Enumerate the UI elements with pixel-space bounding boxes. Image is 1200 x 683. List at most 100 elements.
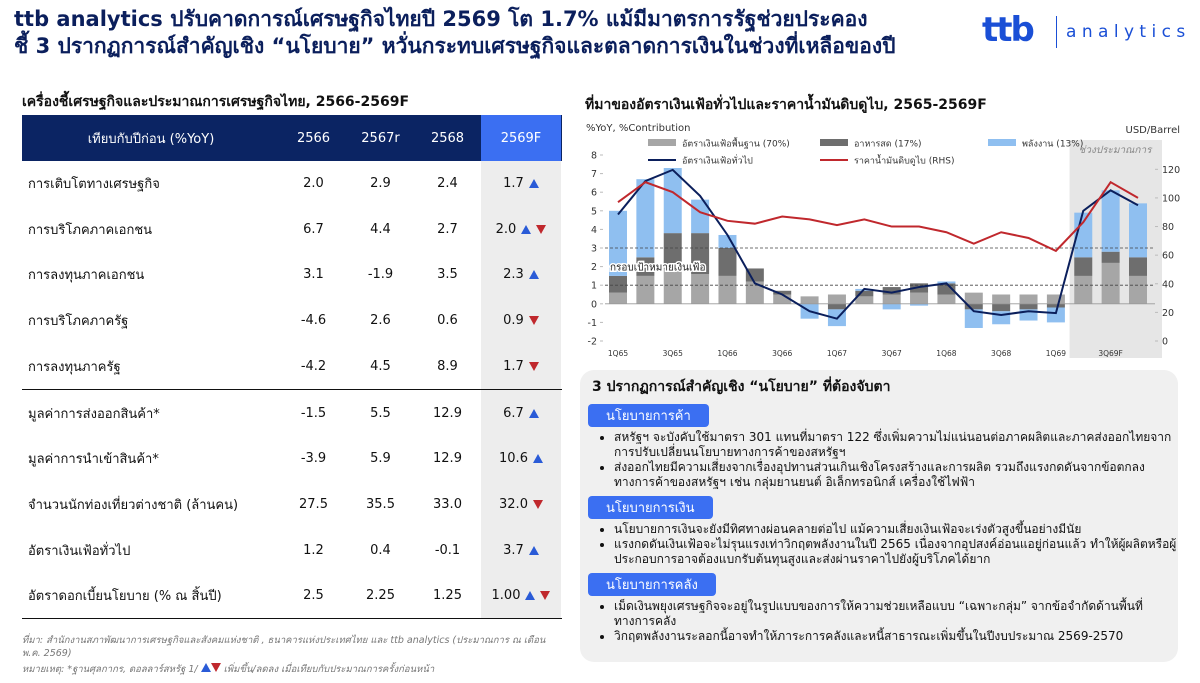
bar [1101,262,1120,304]
legend-label: อาหารสด (17%) [854,140,922,150]
y-tick-label: 1 [591,281,597,292]
forecast-cell: 0.9 [481,297,561,344]
arrow-down [528,361,539,371]
bar [827,294,846,304]
row-label: จำนวนนักท่องเที่ยวต่างชาติ (ล้านคน) [28,497,239,513]
forecast-cell: 3.7 [481,527,561,573]
bar [745,268,764,282]
legend-swatch [820,139,848,146]
bar [1046,307,1065,323]
y-tick-label: 0 [591,299,597,310]
bar [992,303,1011,312]
arrow-up [528,270,539,280]
bar [718,248,737,276]
legend-label: พลังงาน (13%) [1022,140,1083,150]
bar [1019,309,1038,321]
bar [882,287,901,295]
arrow-up [532,454,543,464]
x-tick-label: 3Q68 [991,349,1011,358]
x-tick-label: 1Q65 [608,349,628,358]
logo-divider [1056,16,1057,48]
x-tick-label: 1Q66 [717,349,737,358]
table-row: การบริโภคภาคเอกชน 6.7 4.4 2.7 2.0 [22,206,562,253]
forecast-cell: 32.0 [481,481,561,528]
cell-value: 12.9 [433,451,462,467]
bar [855,296,874,304]
bar [609,210,627,276]
bar [636,275,655,304]
cell-value: 4.5 [370,358,391,374]
cell-value: 2.0 [303,176,324,192]
table-row: การบริโภคภาครัฐ -4.6 2.6 0.6 0.9 [22,297,562,344]
cell-value: 2.25 [366,588,395,604]
row-label: มูลค่าการนำเข้าสินค้า* [28,452,159,468]
bar [1074,275,1093,304]
table-bottom-line [22,618,562,620]
target-label: กรอบเป้าหมายเงินเฟ้อ [610,262,705,274]
y2-tick-label: 0 [1162,337,1168,348]
bar [1046,294,1065,304]
bar [882,303,901,310]
forecast-cell: 1.7 [481,343,561,389]
bar [1129,275,1147,304]
arrow-down [532,499,543,509]
logo-brand: ttb [982,10,1035,50]
header-cell: 2567r [361,130,400,146]
bar [964,303,983,310]
arrow-down [540,591,551,601]
cell-value: 27.5 [299,496,328,512]
cell-value: 3.7 [503,542,524,558]
forecast-cell: 10.6 [481,436,561,482]
x-tick-label: 3Q66 [772,349,792,358]
bullet: นโยบายการเงินจะยังมีทิศทางผ่อนคลายต่อไป … [614,522,1178,537]
source: ที่มา: สำนักงานสภาพัฒนาการเศรษฐกิจและสัง… [22,635,546,659]
bullet: ส่งออกไทยมีความเสี่ยงจากเรื่องอุปทานส่วน… [614,460,1178,490]
bar [636,257,655,276]
table-row: มูลค่าการส่งออกสินค้า* -1.5 5.5 12.9 6.7 [22,390,562,437]
arrow-up [521,224,532,234]
cell-value: -0.1 [434,542,461,558]
policy-panel: 3 ปรากฏการณ์สำคัญเชิง “นโยบาย” ที่ต้องจั… [580,370,1178,662]
bar [1101,190,1120,252]
arrow-up [525,591,536,601]
header-cell: เทียบกับปีก่อน (%YoY) [87,131,215,147]
forecast-cell: 6.7 [481,390,561,437]
cell-value: 5.9 [370,451,391,467]
arrow-up [528,179,539,189]
row-label: อัตราดอกเบี้ยนโยบาย (% ณ สิ้นปี) [28,589,222,605]
arrow-up [200,663,211,672]
cell-value: 32.0 [499,496,528,512]
table: เทียบกับปีก่อน (%YoY) 2566 2567r 2568 2569F ก… [22,115,562,620]
bar [663,168,682,234]
title-line: ttb analytics ปรับคาดการณ์เศรษฐกิจไทยปี … [14,7,868,31]
y2-tick-label: 40 [1162,279,1174,290]
x-tick-label: 3Q67 [882,349,902,358]
row-label: การบริโภคภาคเอกชน [28,222,153,238]
bullet-list: นโยบายการเงินจะยังมีทิศทางผ่อนคลายต่อไป … [580,522,1178,567]
cell-value: 0.6 [437,313,458,329]
legend-swatch [648,139,676,146]
x-tick-label: 1Q68 [936,349,956,358]
chart-title: ที่มาของอัตราเงินเฟ้อทั่วไปและราคาน้ำมัน… [585,97,987,113]
y2-tick-label: 20 [1162,308,1174,319]
row-separator [22,388,562,391]
table-row: การลงทุนภาครัฐ -4.2 4.5 8.9 1.7 [22,343,562,389]
header-row: เทียบกับปีก่อน (%YoY) 2566 2567r 2568 2569F [22,115,562,161]
note: หมายเหตุ: *ฐานศุลกากร, ดอลลาร์สหรัฐ 1/ เ… [22,663,434,676]
bar [663,268,682,304]
arrow-down [210,663,221,672]
arrow-down [528,316,539,326]
bar [691,274,710,304]
row-label: การบริโภคภาครัฐ [28,314,129,330]
forecast-cell: 1.00 [481,572,561,619]
cell-value: 2.9 [370,176,391,192]
header-cell: 2568 [430,130,465,146]
bar [1019,303,1038,310]
cell-value: 3.1 [303,267,324,283]
y-axis-label: %YoY, %Contribution [586,123,690,134]
y-tick-label: 6 [591,188,597,199]
cell-value: 2.4 [437,176,458,192]
y-tick-label: 7 [591,169,597,180]
chart: ช่วงประมาณการ %YoY, %Contribution USD/Barr… [586,123,1180,358]
